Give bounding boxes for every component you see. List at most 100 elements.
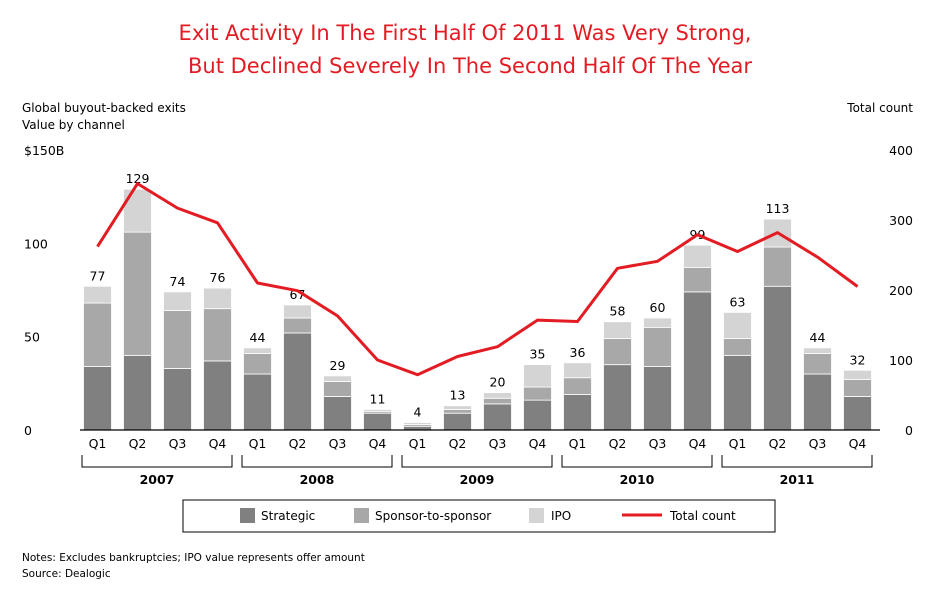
right-tick-label: 100 <box>889 353 913 368</box>
legend-label-sponsor-to-sponsor: Sponsor-to-sponsor <box>375 509 491 523</box>
quarter-label: Q2 <box>449 436 467 451</box>
bar-segment-strategic <box>764 286 792 430</box>
bar-segment-sponsor-to-sponsor <box>204 309 232 361</box>
year-group-2007: 2007 <box>82 455 232 487</box>
total-value-label: 74 <box>170 274 186 289</box>
quarter-label: Q4 <box>209 436 227 451</box>
quarter-label: Q2 <box>129 436 147 451</box>
bar-stack <box>444 406 472 430</box>
left-tick-label: 50 <box>24 330 40 345</box>
left-axis-label-line-1: Global buyout-backed exits <box>22 101 186 115</box>
bar-segment-ipo <box>124 189 152 232</box>
bar-segment-ipo <box>564 363 592 378</box>
bar-segment-strategic <box>204 361 232 430</box>
bar-segment-strategic <box>444 413 472 430</box>
left-tick-label: $150B <box>24 143 64 158</box>
bar-stack <box>284 305 312 430</box>
quarter-label: Q1 <box>729 436 747 451</box>
bar-segment-sponsor-to-sponsor <box>444 409 472 413</box>
quarter-label: Q4 <box>529 436 547 451</box>
legend-label-strategic: Strategic <box>261 509 315 523</box>
bar-segment-sponsor-to-sponsor <box>604 339 632 365</box>
bar-segment-ipo <box>444 406 472 410</box>
bar-stack <box>604 322 632 430</box>
bar-segment-strategic <box>684 292 712 430</box>
bar-stack <box>124 189 152 430</box>
bar-segment-strategic <box>604 365 632 430</box>
chart-title: Exit Activity In The First Half Of 2011 … <box>179 21 753 78</box>
year-bracket <box>722 455 872 467</box>
bar-stack <box>524 365 552 430</box>
bar-stack <box>364 409 392 430</box>
quarter-label: Q4 <box>849 436 867 451</box>
bar-segment-sponsor-to-sponsor <box>764 247 792 286</box>
quarter-label: Q3 <box>329 436 347 451</box>
bar-segment-strategic <box>284 333 312 430</box>
bar-segment-sponsor-to-sponsor <box>244 353 272 374</box>
bar-segment-ipo <box>844 370 872 379</box>
bar-segment-ipo <box>804 348 832 354</box>
quarter-label: Q4 <box>369 436 387 451</box>
bar-segment-ipo <box>204 288 232 309</box>
total-value-label: 77 <box>90 268 106 283</box>
total-value-label: 58 <box>610 304 626 319</box>
left-axis-label-line-2: Value by channel <box>22 118 125 132</box>
total-value-label: 113 <box>766 201 790 216</box>
bar-segment-strategic <box>84 367 112 430</box>
bar-stacks <box>84 189 872 430</box>
year-group-2008: 2008 <box>242 455 392 487</box>
year-bracket <box>562 455 712 467</box>
bar-segment-sponsor-to-sponsor <box>684 268 712 292</box>
bar-segment-strategic <box>164 368 192 430</box>
total-value-label: 11 <box>370 391 386 406</box>
right-tick-label: 200 <box>889 283 913 298</box>
right-axis-label: Total count <box>846 101 913 115</box>
bar-segment-sponsor-to-sponsor <box>484 398 512 404</box>
quarter-label: Q3 <box>169 436 187 451</box>
quarter-label: Q1 <box>249 436 267 451</box>
year-label: 2011 <box>780 472 815 487</box>
year-group-2011: 2011 <box>722 455 872 487</box>
bar-segment-sponsor-to-sponsor <box>164 311 192 369</box>
legend-swatch-ipo <box>529 508 544 523</box>
year-label: 2007 <box>140 472 175 487</box>
total-value-label: 35 <box>530 347 546 362</box>
total-value-label: 63 <box>730 294 746 309</box>
bar-segment-ipo <box>84 286 112 303</box>
right-tick-label: 300 <box>889 213 913 228</box>
bar-segment-ipo <box>364 409 392 411</box>
bar-segment-ipo <box>684 245 712 267</box>
legend: Strategic Sponsor-to-sponsor IPO Total c… <box>183 500 775 532</box>
total-value-label: 20 <box>490 375 506 390</box>
year-group-2009: 2009 <box>402 455 552 487</box>
bar-stack <box>204 288 232 430</box>
bar-segment-ipo <box>164 292 192 311</box>
bar-segment-strategic <box>364 413 392 430</box>
bar-segment-strategic <box>124 355 152 430</box>
quarter-label: Q3 <box>489 436 507 451</box>
legend-label-total-count: Total count <box>669 509 736 523</box>
bar-stack <box>764 219 792 430</box>
bar-segment-sponsor-to-sponsor <box>804 353 832 374</box>
bar-segment-ipo <box>644 318 672 327</box>
legend-label-ipo: IPO <box>551 509 571 523</box>
quarter-label: Q1 <box>89 436 107 451</box>
bar-segment-strategic <box>804 374 832 430</box>
bar-segment-strategic <box>324 396 352 430</box>
bar-segment-sponsor-to-sponsor <box>524 387 552 400</box>
total-value-label: 29 <box>330 358 346 373</box>
bar-segment-strategic <box>244 374 272 430</box>
bar-segment-strategic <box>644 367 672 430</box>
bar-segment-strategic <box>724 355 752 430</box>
notes-text: Notes: Excludes bankruptcies; IPO value … <box>22 552 365 564</box>
bar-stack <box>84 286 112 430</box>
bar-segment-ipo <box>524 365 552 387</box>
bar-segment-sponsor-to-sponsor <box>324 381 352 396</box>
quarter-label: Q2 <box>289 436 307 451</box>
right-tick-label: 0 <box>905 423 913 438</box>
year-label: 2008 <box>300 472 335 487</box>
